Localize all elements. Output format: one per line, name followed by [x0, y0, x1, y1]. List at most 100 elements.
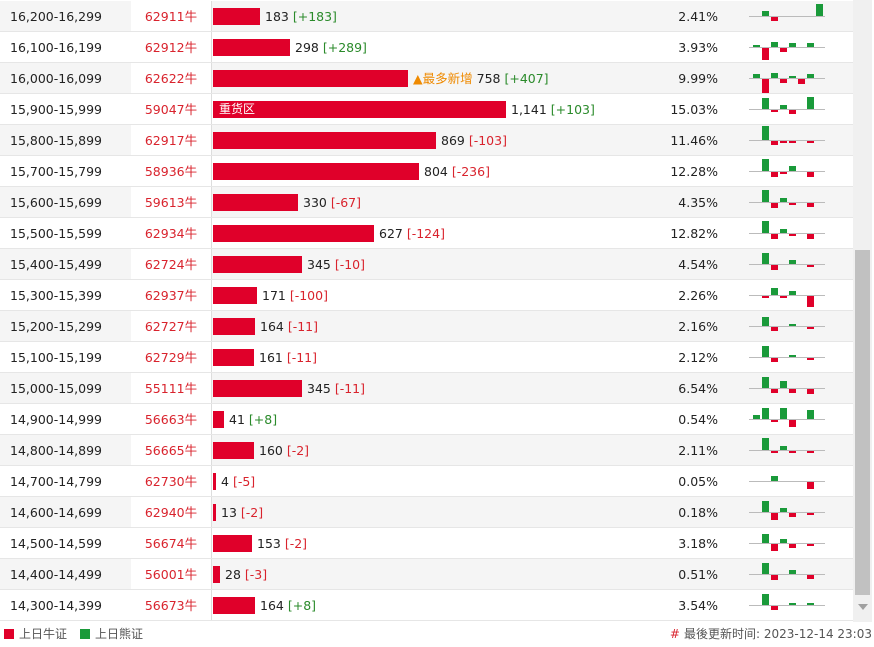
- quantity-change: [-236]: [451, 164, 490, 179]
- quantity-change: [-11]: [287, 319, 319, 334]
- quantity-value: 627 [-124]: [379, 218, 445, 249]
- cbbc-code-link[interactable]: 56674牛: [131, 528, 211, 558]
- quantity-number: 153: [257, 536, 281, 551]
- cbbc-code-link[interactable]: 62622牛: [131, 63, 211, 93]
- spark-bar-bear: [807, 97, 814, 109]
- table-row[interactable]: 14,500-14,599 56674牛 153 [-2] 3.18%: [0, 528, 853, 559]
- cbbc-code-link[interactable]: 55111牛: [131, 373, 211, 403]
- table-row[interactable]: 15,500-15,599 62934牛 627 [-124] 12.82%: [0, 218, 853, 249]
- quantity-change: [+289]: [322, 40, 367, 55]
- cbbc-code-link[interactable]: 62730牛: [131, 466, 211, 496]
- cbbc-code-link[interactable]: 59047牛: [131, 94, 211, 124]
- quantity-bar: [213, 504, 216, 521]
- quantity-bar: [213, 70, 408, 87]
- table-row[interactable]: 14,900-14,999 56663牛 41 [+8] 0.54%: [0, 404, 853, 435]
- quantity-bar: [213, 225, 374, 242]
- cbbc-code-link[interactable]: 62912牛: [131, 32, 211, 62]
- cbbc-code-link[interactable]: 56673牛: [131, 590, 211, 620]
- spark-bar-bear: [789, 166, 796, 171]
- trend-sparkline: [749, 73, 825, 93]
- spark-bar-bull: [780, 172, 787, 174]
- spark-bar-bear: [771, 42, 778, 47]
- spark-bar-bear: [789, 355, 796, 357]
- quantity-change: [-10]: [334, 257, 366, 272]
- spark-bar-bull: [762, 48, 769, 60]
- table-row[interactable]: 16,000-16,099 62622牛 ▲最多新增 758 [+407] 9.99%: [0, 63, 853, 94]
- quantity-bar-cell: 345 [-10]: [211, 249, 365, 279]
- quantity-change: [-100]: [289, 288, 328, 303]
- quantity-number: 869: [441, 133, 465, 148]
- table-row[interactable]: 16,200-16,299 62911牛 183 [+183] 2.41%: [0, 1, 853, 32]
- quantity-change: [-2]: [284, 536, 308, 551]
- table-row[interactable]: 15,900-15,999 59047牛 重货区 1,141 [+103] 15.03%: [0, 94, 853, 125]
- spark-bar-bear: [780, 198, 787, 202]
- vertical-scrollbar[interactable]: [853, 0, 872, 622]
- cbbc-code-link[interactable]: 62724牛: [131, 249, 211, 279]
- table-row[interactable]: 14,400-14,499 56001牛 28 [-3] 0.51%: [0, 559, 853, 590]
- quantity-bar: [213, 39, 290, 56]
- cbbc-code-link[interactable]: 62934牛: [131, 218, 211, 248]
- table-row[interactable]: 15,600-15,699 59613牛 330 [-67] 4.35%: [0, 187, 853, 218]
- quantity-bar-cell: 627 [-124]: [211, 218, 445, 248]
- quantity-value: 345 [-11]: [307, 373, 365, 404]
- table-row[interactable]: 15,700-15,799 58936牛 804 [-236] 12.28%: [0, 156, 853, 187]
- table-row[interactable]: 14,600-14,699 62940牛 13 [-2] 0.18%: [0, 497, 853, 528]
- cbbc-code-link[interactable]: 56663牛: [131, 404, 211, 434]
- strike-range: 14,400-14,499: [10, 567, 102, 582]
- trend-sparkline: [749, 221, 825, 239]
- quantity-change: [+8]: [248, 412, 278, 427]
- legend-bear: 上日熊证: [80, 628, 143, 641]
- spark-bar-bear: [762, 438, 769, 450]
- cbbc-code-link[interactable]: 62911牛: [131, 1, 211, 31]
- table-row[interactable]: 15,200-15,299 62727牛 164 [-11] 2.16%: [0, 311, 853, 342]
- spark-bar-bear: [789, 603, 796, 605]
- spark-bar-bull: [762, 79, 769, 93]
- cbbc-code-link[interactable]: 62727牛: [131, 311, 211, 341]
- scroll-down-arrow-icon[interactable]: [858, 604, 868, 610]
- table-row[interactable]: 15,800-15,899 62917牛 869 [-103] 11.46%: [0, 125, 853, 156]
- table-row[interactable]: 14,700-14,799 62730牛 4 [-5] 0.05%: [0, 466, 853, 497]
- cbbc-code-link[interactable]: 62729牛: [131, 342, 211, 372]
- percentage: 11.46%: [670, 133, 718, 148]
- spark-bar-bear: [771, 288, 778, 295]
- quantity-bar-cell: 183 [+183]: [211, 1, 337, 31]
- cbbc-code-link[interactable]: 58936牛: [131, 156, 211, 186]
- table-row[interactable]: 15,400-15,499 62724牛 345 [-10] 4.54%: [0, 249, 853, 280]
- quantity-value: 160 [-2]: [259, 435, 309, 466]
- cbbc-code-link[interactable]: 56001牛: [131, 559, 211, 589]
- spark-bar-bull: [789, 234, 796, 236]
- quantity-change: [-67]: [330, 195, 362, 210]
- table-row[interactable]: 14,800-14,899 56665牛 160 [-2] 2.11%: [0, 435, 853, 466]
- cbbc-code-link[interactable]: 62917牛: [131, 125, 211, 155]
- spark-bar-bull: [771, 420, 778, 422]
- spark-bar-bear: [762, 98, 769, 109]
- spark-bar-bear: [762, 501, 769, 512]
- trend-sparkline: [749, 159, 825, 177]
- quantity-value: 330 [-67]: [303, 187, 361, 218]
- legend-bull-label: 上日牛证: [19, 627, 68, 641]
- scrollbar-thumb[interactable]: [855, 250, 870, 595]
- percentage: 2.11%: [678, 443, 718, 458]
- table-row[interactable]: 14,300-14,399 56673牛 164 [+8] 3.54%: [0, 590, 853, 621]
- percentage: 6.54%: [678, 381, 718, 396]
- quantity-bar-cell: 160 [-2]: [211, 435, 309, 465]
- spark-bar-bull: [807, 482, 814, 489]
- percentage: 3.54%: [678, 598, 718, 613]
- quantity-change: [-2]: [286, 443, 310, 458]
- percentage: 3.93%: [678, 40, 718, 55]
- trend-sparkline: [749, 346, 825, 362]
- spark-bar-bull: [807, 389, 814, 394]
- cbbc-code-link[interactable]: 62937牛: [131, 280, 211, 310]
- table-row[interactable]: 16,100-16,199 62912牛 298 [+289] 3.93%: [0, 32, 853, 63]
- table-row[interactable]: 15,300-15,399 62937牛 171 [-100] 2.26%: [0, 280, 853, 311]
- cbbc-code-link[interactable]: 56665牛: [131, 435, 211, 465]
- strike-range: 15,200-15,299: [10, 319, 102, 334]
- table-row[interactable]: 15,000-15,099 55111牛 345 [-11] 6.54%: [0, 373, 853, 404]
- cbbc-code-link[interactable]: 59613牛: [131, 187, 211, 217]
- table-row[interactable]: 15,100-15,199 62729牛 161 [-11] 2.12%: [0, 342, 853, 373]
- trend-sparkline: [749, 563, 825, 580]
- quantity-change: [-124]: [406, 226, 445, 241]
- quantity-bar: [213, 349, 254, 366]
- trend-sparkline: [749, 288, 825, 307]
- cbbc-code-link[interactable]: 62940牛: [131, 497, 211, 527]
